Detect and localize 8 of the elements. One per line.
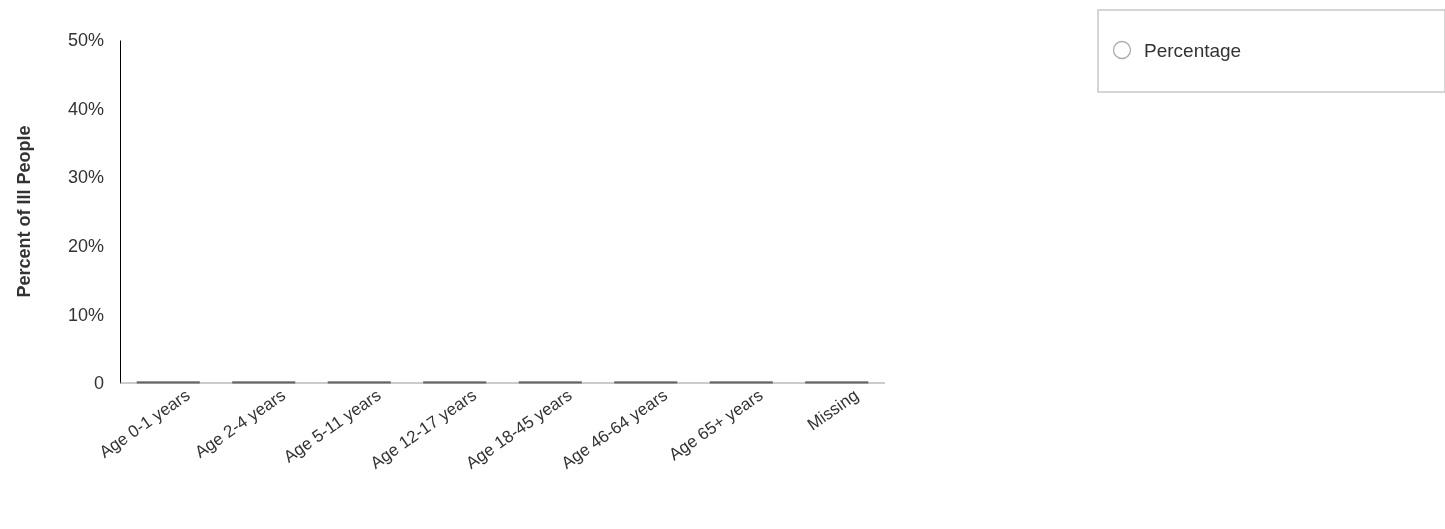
y-tick-label: 20%: [67, 236, 104, 257]
y-tick-label: 0: [93, 373, 104, 394]
y-axis-title: Percent of Ill People: [14, 125, 34, 298]
legend-label: Percentage: [1144, 39, 1242, 61]
y-tick-label: 40%: [67, 98, 104, 119]
y-tick-label: 50%: [67, 30, 104, 51]
y-tick-label: 10%: [67, 304, 104, 325]
y-tick-label: 30%: [67, 167, 104, 188]
